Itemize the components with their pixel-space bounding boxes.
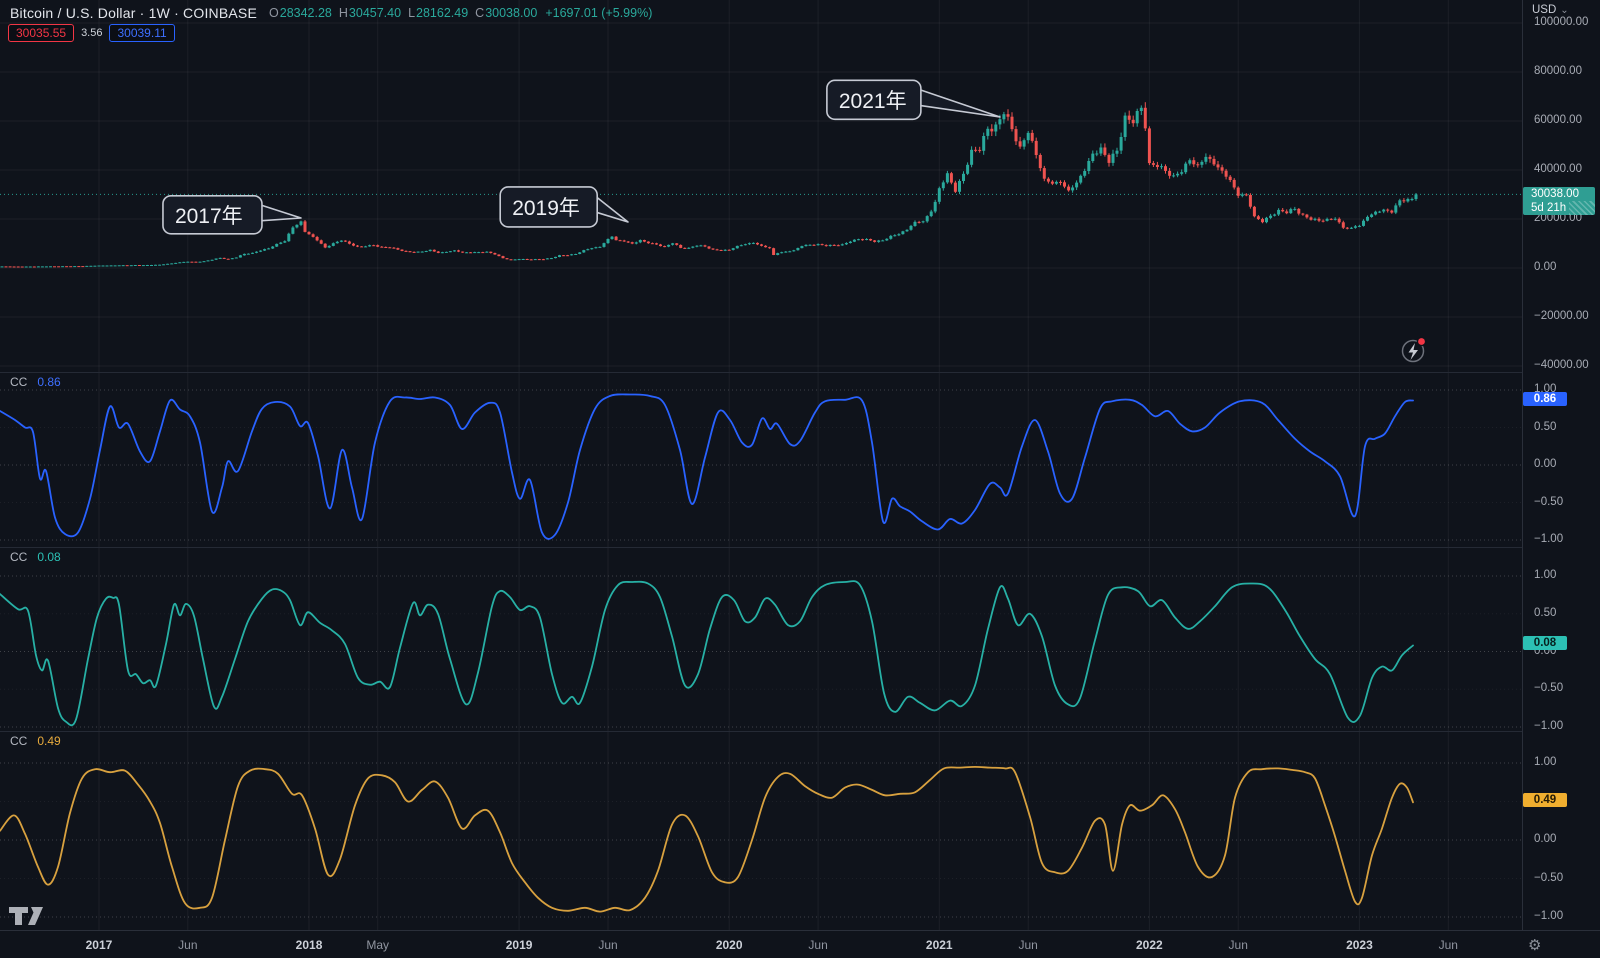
- pane-separator[interactable]: [0, 731, 1522, 732]
- candlestick-chart[interactable]: 2017年 2019年 2021年: [0, 0, 1522, 372]
- time-scale-axis[interactable]: ⚙ 2017 Jun 2018 May 2019 Jun 2020 Jun 2021 Jun 202…: [0, 930, 1600, 958]
- currency-selector[interactable]: USD ⌄: [1532, 4, 1569, 16]
- time-tick-label: 2018: [295, 938, 323, 952]
- indicator-value: 0.08: [37, 550, 61, 564]
- lightning-icon[interactable]: [1401, 336, 1427, 363]
- candles-layer: [0, 102, 1418, 268]
- time-tick-label: Jun: [1228, 938, 1248, 952]
- indicator-plot[interactable]: [0, 731, 1522, 930]
- indicator-legend-3[interactable]: CC 0.49: [10, 734, 61, 748]
- tradingview-logo[interactable]: [6, 902, 50, 930]
- indicator-value: 0.49: [37, 734, 61, 748]
- axis-tick-label: 0.00: [1534, 833, 1557, 845]
- symbol-legend: Bitcoin / U.S. Dollar · 1W · COINBASE O2…: [10, 5, 652, 21]
- price-line-badges: 30035.55 3.56 30039.11: [8, 24, 175, 42]
- indicator-name: CC: [10, 375, 28, 389]
- indicator-value-badge-2: 0.08: [1523, 636, 1567, 651]
- time-tick-label: Jun: [1438, 938, 1458, 952]
- time-tick-label: 2020: [715, 938, 743, 952]
- change-value: +1697.01 (+5.99%): [545, 6, 653, 20]
- ohlc-low: L28162.49: [408, 6, 469, 20]
- axis-tick-label: 60000.00: [1534, 114, 1582, 126]
- axis-tick-label: −0.50: [1534, 495, 1564, 508]
- time-tick-label: May: [366, 938, 390, 952]
- axis-tick-label: −40000.00: [1534, 359, 1589, 371]
- indicator-value-badge-3: 0.49: [1523, 793, 1567, 808]
- indicator-plot[interactable]: [0, 372, 1522, 547]
- axis-tick-label: −1.00: [1534, 720, 1564, 732]
- price-scale-separator: [1522, 0, 1523, 958]
- time-tick-label: Jun: [1018, 938, 1038, 952]
- time-tick-label: 2021: [925, 938, 953, 952]
- ohlc-open: O28342.28: [269, 6, 332, 20]
- axis-tick-label: 20000.00: [1534, 212, 1582, 224]
- axis-tick-label: −1.00: [1534, 533, 1564, 545]
- last-price-badge: 30038.00 5d 21h: [1523, 187, 1595, 215]
- axis-tick-label: 80000.00: [1534, 65, 1582, 77]
- price-line-spread-value: 3.56: [81, 27, 103, 39]
- axis-tick-label: 40000.00: [1534, 163, 1582, 175]
- time-tick-label: 2017: [85, 938, 113, 952]
- time-tick-label: 2022: [1136, 938, 1163, 952]
- bar-countdown: 5d 21h: [1523, 201, 1595, 215]
- pane-separator[interactable]: [0, 547, 1522, 548]
- time-tick-label: Jun: [598, 938, 618, 952]
- annotation-callout[interactable]: 2021年: [826, 79, 1001, 121]
- axis-tick-label: 0.00: [1534, 261, 1557, 273]
- indicator-value-badge-1: 0.86: [1523, 391, 1567, 406]
- axis-tick-label: 0.00: [1534, 458, 1557, 470]
- annotation-callout[interactable]: 2017年: [162, 194, 302, 235]
- symbol-title[interactable]: Bitcoin / U.S. Dollar · 1W · COINBASE: [10, 5, 258, 21]
- ohlc-values: O28342.28 H30457.40 L28162.49 C30038.00: [269, 6, 537, 20]
- axis-tick-label: 100000.00: [1534, 16, 1589, 28]
- axis-tick-label: −0.50: [1534, 871, 1564, 884]
- axis-tick-label: −20000.00: [1534, 310, 1589, 322]
- axis-tick-label: 0.50: [1534, 420, 1557, 433]
- axis-tick-label: −1.00: [1534, 910, 1564, 922]
- time-tick-label: Jun: [178, 938, 198, 952]
- axis-tick-label: 0.50: [1534, 606, 1557, 619]
- indicator-name: CC: [10, 550, 28, 564]
- chevron-down-icon: ⌄: [1560, 4, 1569, 16]
- indicator-plot[interactable]: [0, 547, 1522, 731]
- indicator-legend-1[interactable]: CC 0.86: [10, 375, 61, 389]
- gear-icon[interactable]: ⚙: [1528, 937, 1542, 954]
- ohlc-close: C30038.00: [475, 6, 538, 20]
- price-line-badge-red[interactable]: 30035.55: [8, 24, 75, 42]
- time-tick-label: Jun: [808, 938, 828, 952]
- indicator-name: CC: [10, 734, 28, 748]
- currency-label: USD: [1532, 4, 1557, 16]
- last-price-value: 30038.00: [1531, 188, 1579, 200]
- annotation-text: 2021年: [839, 90, 907, 113]
- axis-tick-label: 1.00: [1534, 756, 1557, 768]
- indicator-value: 0.86: [37, 375, 61, 389]
- annotation-text: 2017年: [175, 205, 243, 228]
- pane-separator[interactable]: [0, 372, 1522, 373]
- ohlc-high: H30457.40: [338, 6, 402, 20]
- axis-tick-label: 1.00: [1534, 569, 1557, 581]
- price-line-badge-blue[interactable]: 30039.11: [109, 24, 175, 42]
- time-tick-label: 2019: [505, 938, 533, 952]
- indicator-legend-2[interactable]: CC 0.08: [10, 550, 61, 564]
- axis-tick-label: −0.50: [1534, 682, 1564, 695]
- annotation-text: 2019年: [512, 197, 580, 220]
- time-tick-label: 2023: [1346, 938, 1373, 952]
- annotation-callout[interactable]: 2019年: [499, 186, 629, 228]
